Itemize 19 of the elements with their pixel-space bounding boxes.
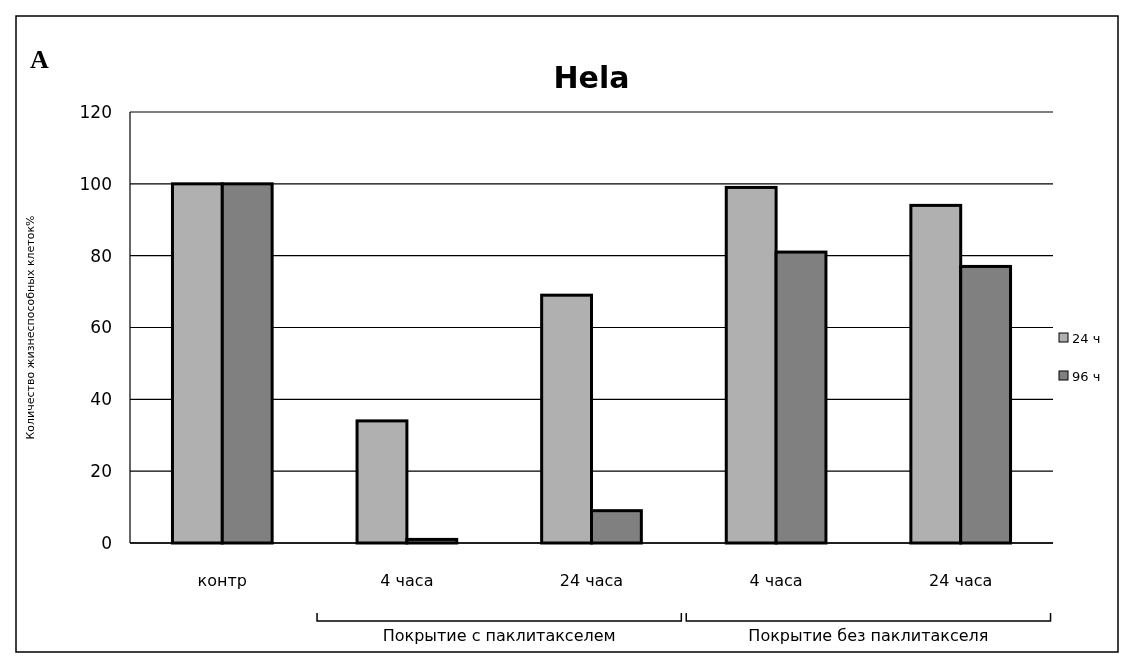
text: A — [30, 45, 49, 74]
y-axis-title: Количество жизнеспособных клеток% — [24, 215, 37, 440]
text: Покрытие без паклитакселя — [748, 626, 989, 645]
x-tick-label: 24 часа — [559, 571, 624, 590]
y-tick-label: 0 — [101, 532, 112, 553]
y-tick-label: 120 — [79, 101, 112, 122]
legend-label: 96 ч — [1072, 368, 1101, 384]
legend-label: 24 ч — [1072, 330, 1101, 346]
x-tick-label: 4 часа — [380, 571, 434, 590]
y-tick-label: 60 — [90, 317, 112, 338]
y-tick-label: 20 — [90, 461, 112, 482]
chart-title: Hela — [553, 60, 630, 95]
y-tick-label: 40 — [90, 389, 112, 410]
y-tick-label: 80 — [90, 245, 112, 266]
x-tick-label: 24 часа — [929, 571, 993, 590]
text: Покрытие с паклитакселем — [382, 626, 616, 645]
x-tick-label: 4 часа — [749, 571, 803, 590]
x-tick-label: контр — [197, 571, 247, 590]
y-tick-label: 100 — [79, 173, 112, 194]
